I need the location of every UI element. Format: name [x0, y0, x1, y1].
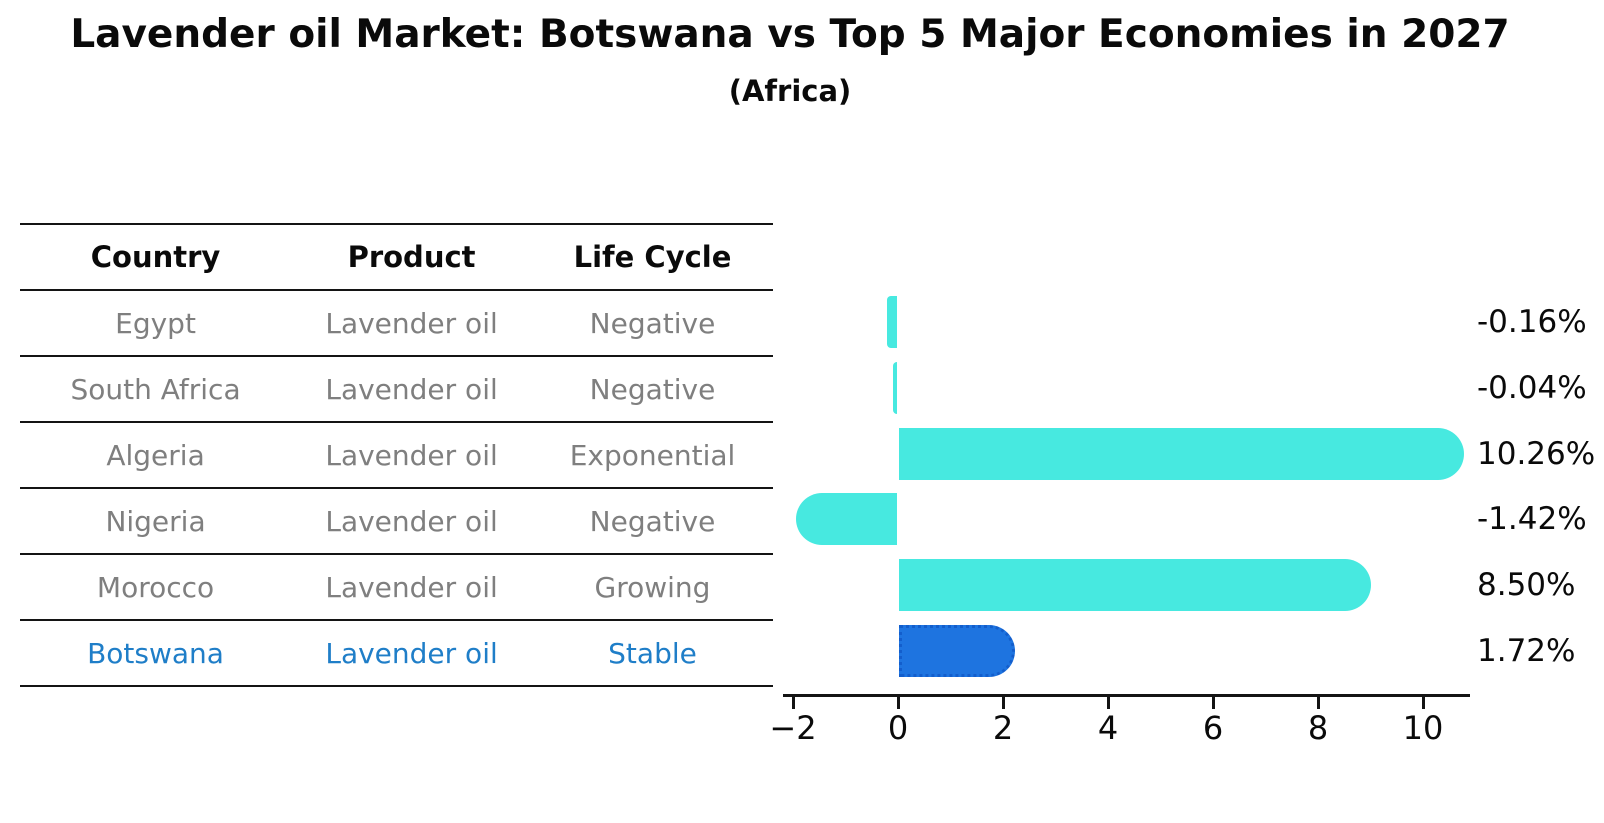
- x-axis-line: [783, 694, 1470, 697]
- table-cell: Nigeria: [105, 504, 206, 538]
- bar-nigeria: [796, 493, 897, 546]
- column-header: Product: [347, 240, 476, 274]
- value-label-south-africa: -0.04%: [1477, 369, 1587, 406]
- table-cell: Lavender oil: [325, 438, 498, 472]
- table-cell: Negative: [589, 372, 716, 406]
- column-header: Country: [90, 240, 221, 274]
- x-tick-label: 6: [1202, 709, 1224, 747]
- table-cell: Egypt: [115, 306, 196, 340]
- x-tick-label: 0: [887, 709, 909, 747]
- value-label-egypt: -0.16%: [1477, 303, 1587, 340]
- column-header: Life Cycle: [573, 240, 732, 274]
- x-tick-mark: [792, 697, 795, 709]
- x-tick-mark: [1422, 697, 1425, 709]
- x-tick-mark: [1212, 697, 1215, 709]
- chart-title: Lavender oil Market: Botswana vs Top 5 M…: [70, 12, 1510, 57]
- table-cell: Morocco: [96, 570, 215, 604]
- bar-botswana: [899, 624, 1016, 677]
- x-tick-label: 2: [992, 709, 1014, 747]
- table-cell: Stable: [608, 636, 697, 670]
- x-tick-mark: [1107, 697, 1110, 709]
- table-cell: South Africa: [70, 372, 241, 406]
- value-label-nigeria: -1.42%: [1477, 501, 1587, 538]
- x-tick-label: 4: [1097, 709, 1119, 747]
- table-cell: Lavender oil: [325, 504, 498, 538]
- table-cell: Negative: [589, 306, 716, 340]
- table-cell: Lavender oil: [325, 636, 498, 670]
- bar-egypt: [886, 295, 897, 348]
- table-row-nigeria: Nigeria Lavender oil Negative: [20, 489, 773, 555]
- table-cell: Lavender oil: [325, 570, 498, 604]
- x-tick-label: 8: [1307, 709, 1329, 747]
- x-tick-label: 10: [1402, 709, 1444, 747]
- x-tick-label: −2: [769, 709, 817, 747]
- table-row-morocco: Morocco Lavender oil Growing: [20, 555, 773, 621]
- table-cell: Lavender oil: [325, 372, 498, 406]
- table-row-algeria: Algeria Lavender oil Exponential: [20, 423, 773, 489]
- table-row-south-africa: South Africa Lavender oil Negative: [20, 357, 773, 423]
- table-row-egypt: Egypt Lavender oil Negative: [20, 291, 773, 357]
- table-cell: Algeria: [106, 438, 205, 472]
- value-label-morocco: 8.50%: [1477, 567, 1576, 604]
- table-row-botswana: Botswana Lavender oil Stable: [20, 621, 773, 687]
- bar-south-africa: [892, 361, 897, 414]
- table-cell: Growing: [594, 570, 711, 604]
- table-cell: Negative: [589, 504, 716, 538]
- x-tick-mark: [1002, 697, 1005, 709]
- x-tick-mark: [1317, 697, 1320, 709]
- value-label-algeria: 10.26%: [1477, 435, 1596, 472]
- value-label-botswana: 1.72%: [1477, 632, 1576, 669]
- x-tick-mark: [897, 697, 900, 709]
- bar-algeria: [899, 427, 1464, 480]
- table-cell: Botswana: [87, 636, 224, 670]
- chart-subtitle: (Africa): [728, 74, 852, 108]
- table-cell: Lavender oil: [325, 306, 498, 340]
- table-header-row: Country Product Life Cycle: [20, 225, 773, 291]
- bar-morocco: [899, 559, 1372, 612]
- table-cell: Exponential: [569, 438, 736, 472]
- country-table: Country Product Life Cycle Egypt Lavender oi…: [20, 223, 773, 687]
